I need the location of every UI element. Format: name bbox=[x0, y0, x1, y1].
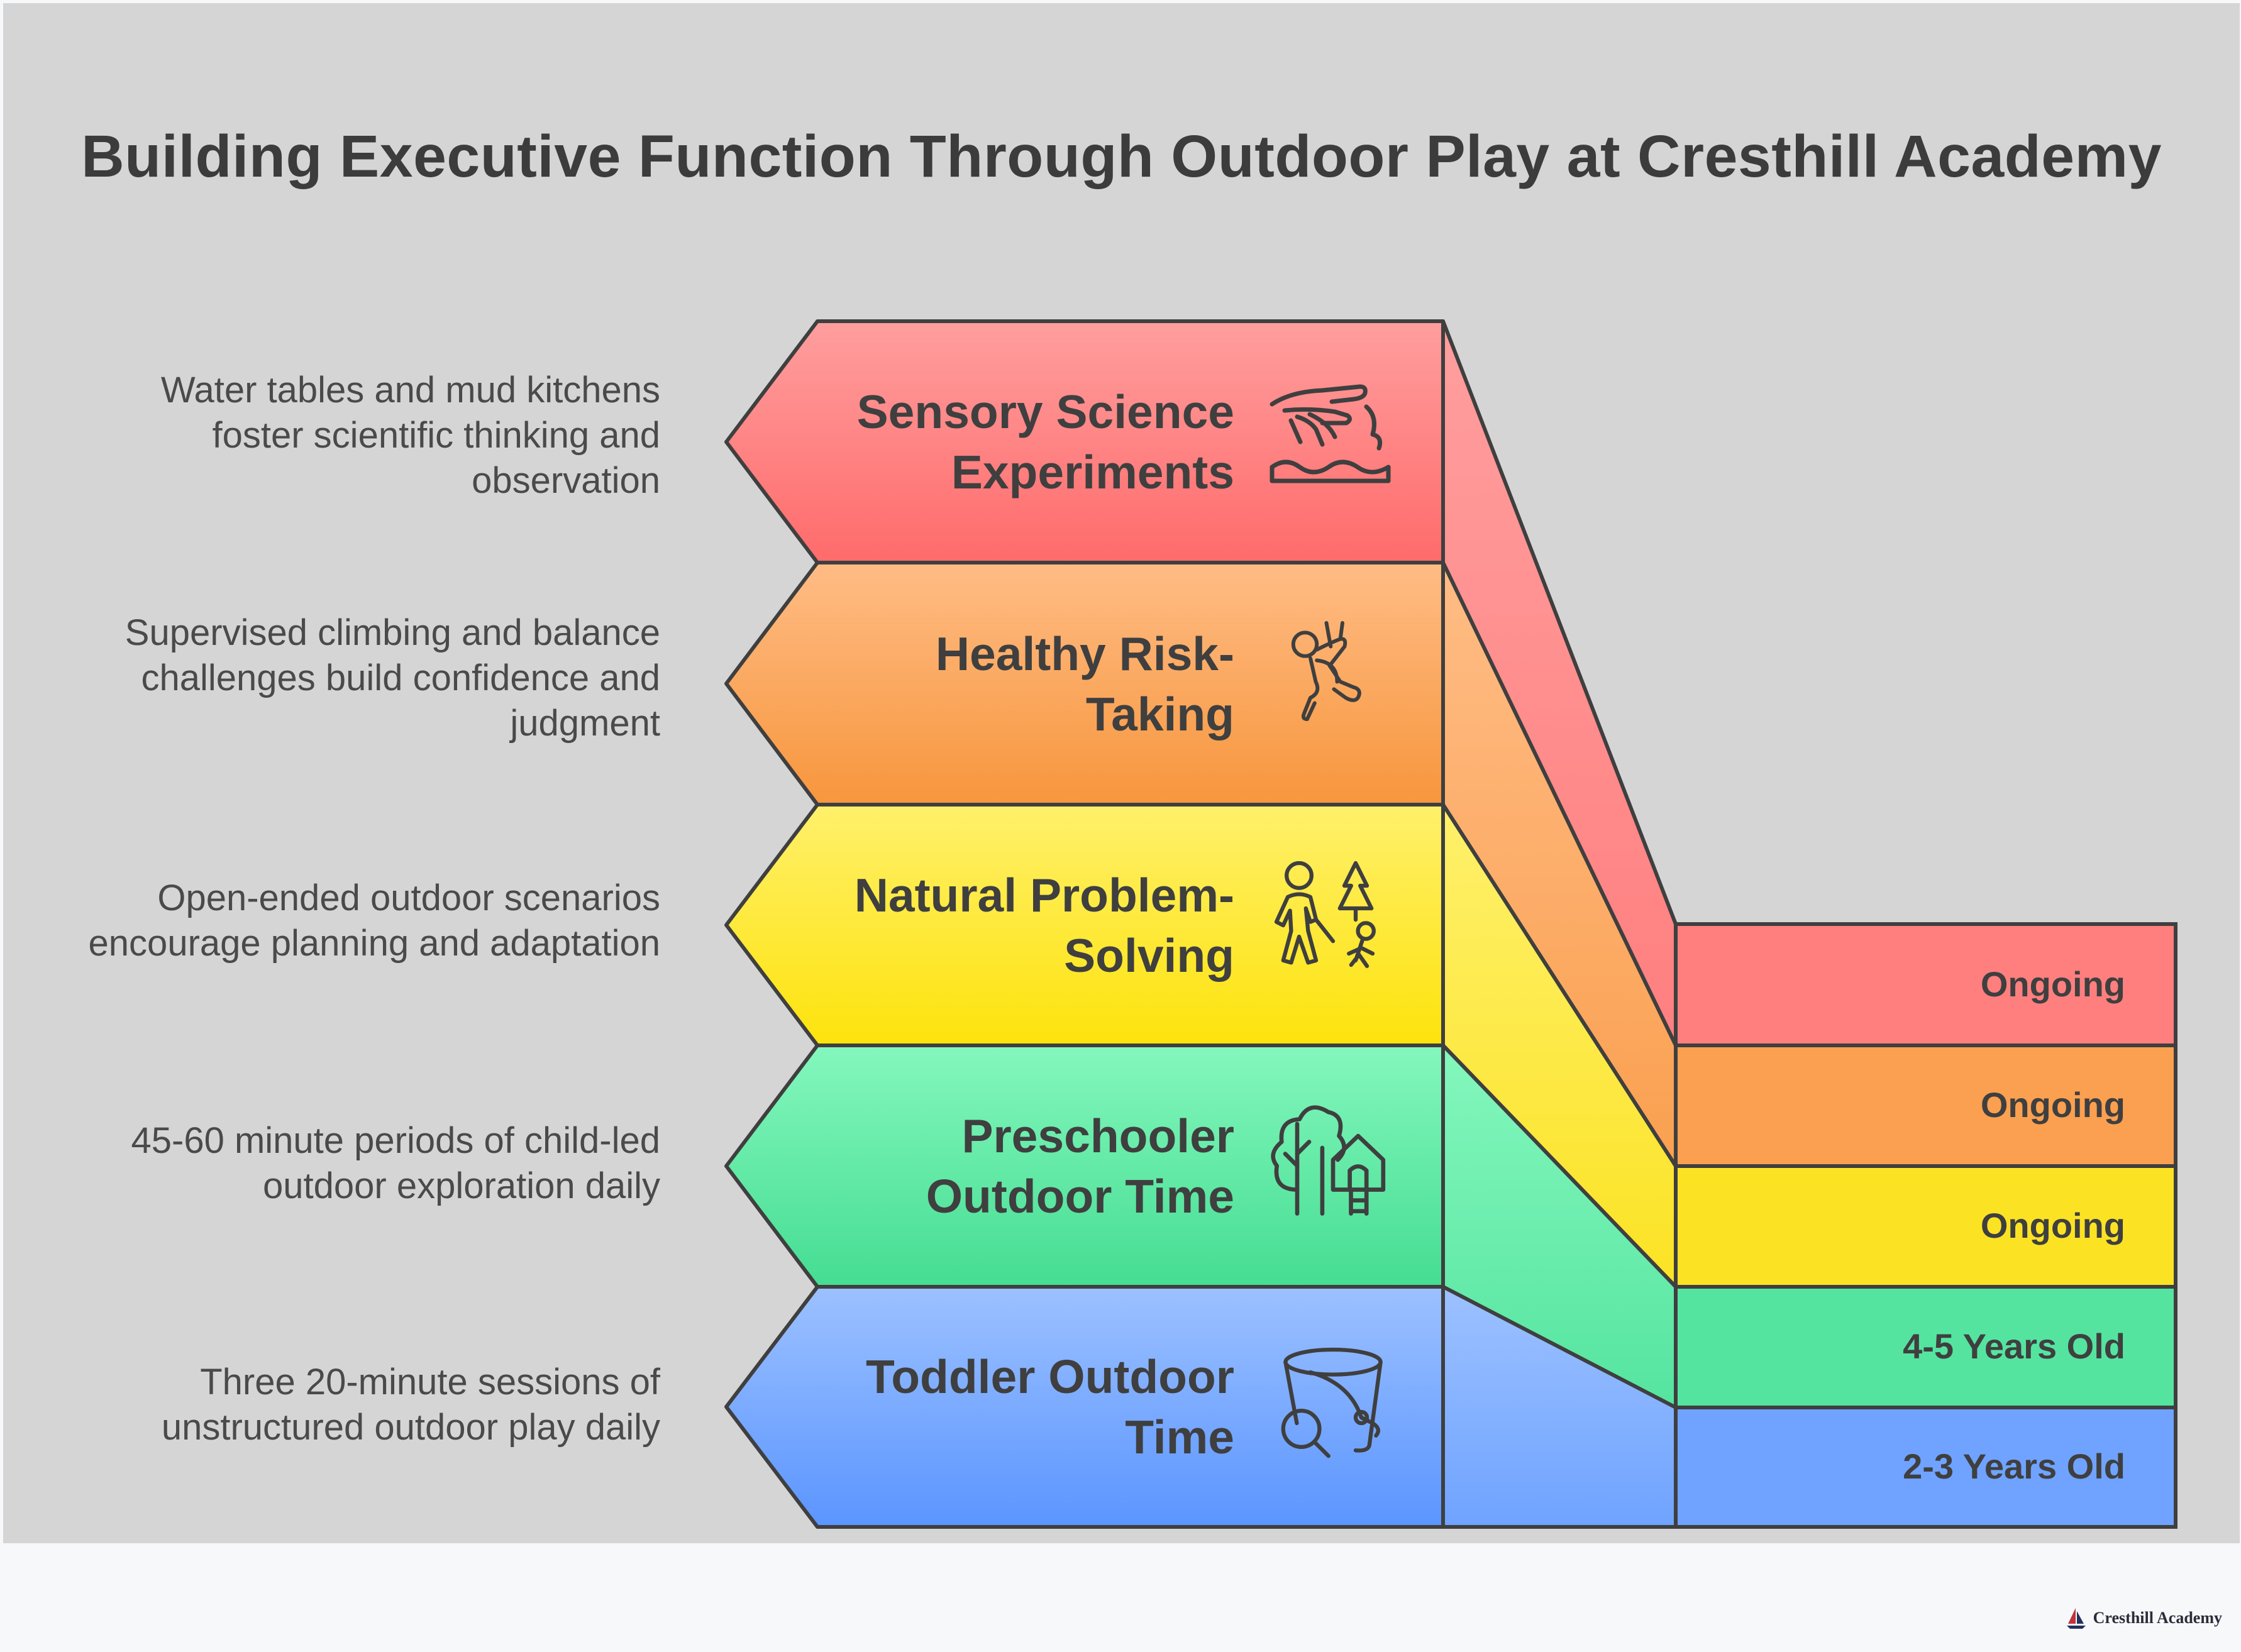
level-title-line: Natural Problem- bbox=[854, 868, 1234, 922]
level-description: Three 20-minute sessions of unstructured … bbox=[0, 1360, 660, 1450]
level-description-line: foster scientific thinking and bbox=[212, 415, 660, 456]
level-description: Water tables and mud kitchens foster scie… bbox=[0, 368, 660, 504]
level-description-line: Open-ended outdoor scenarios bbox=[157, 878, 660, 918]
footer-brand: Cresthill Academy bbox=[2066, 1606, 2222, 1630]
level-tag-label: Ongoing bbox=[1980, 1085, 2125, 1125]
footer-brand-name: Cresthill Academy bbox=[2093, 1609, 2222, 1627]
level-title-line: Healthy Risk- bbox=[935, 627, 1234, 680]
hand-touching-water-icon bbox=[1270, 384, 1391, 483]
level-description-line: observation bbox=[472, 460, 660, 501]
level-title: Healthy Risk- Taking bbox=[668, 624, 1234, 744]
level-title: Natural Problem- Solving bbox=[668, 865, 1234, 986]
level-tag-label: 4-5 Years Old bbox=[1903, 1326, 2125, 1366]
level-description-line: Supervised climbing and balance bbox=[124, 612, 660, 653]
level-title: Sensory Science Experiments bbox=[668, 382, 1234, 502]
level-title-line: Sensory Science bbox=[856, 385, 1234, 438]
adult-child-hiking-icon bbox=[1274, 861, 1376, 968]
level-description-line: challenges build confidence and bbox=[141, 658, 660, 698]
level-tag-label: 2-3 Years Old bbox=[1903, 1446, 2125, 1486]
level-title-line: Solving bbox=[1064, 928, 1234, 982]
level-title-line: Preschooler bbox=[961, 1110, 1234, 1162]
level-tag-label: Ongoing bbox=[1980, 964, 2125, 1004]
level-tag-band bbox=[1674, 1406, 2177, 1529]
level-description-line: encourage planning and adaptation bbox=[88, 923, 660, 964]
level-description-line: outdoor exploration daily bbox=[263, 1165, 660, 1206]
level-title: Toddler Outdoor Time bbox=[668, 1346, 1234, 1467]
tree-and-treehouse-icon bbox=[1271, 1105, 1386, 1216]
level-title-line: Experiments bbox=[951, 446, 1234, 498]
level-description-line: Three 20-minute sessions of bbox=[200, 1362, 660, 1402]
level-tag-band bbox=[1674, 1164, 2177, 1289]
level-description-line: unstructured outdoor play daily bbox=[161, 1407, 660, 1448]
level-description-line: 45-60 minute periods of child-led bbox=[131, 1120, 660, 1161]
bucket-magnifier-icon bbox=[1281, 1347, 1383, 1458]
level-tag-band bbox=[1674, 922, 2177, 1047]
level-tag-label: Ongoing bbox=[1980, 1206, 2125, 1245]
sailboat-logo-icon bbox=[2066, 1608, 2086, 1629]
level-description-line: Water tables and mud kitchens bbox=[160, 370, 660, 410]
level-title: Preschooler Outdoor Time bbox=[668, 1106, 1234, 1226]
infographic-canvas: Building Executive Function Through Outd… bbox=[3, 3, 2240, 1543]
page-title: Building Executive Function Through Outd… bbox=[81, 123, 2162, 190]
level-tag-band bbox=[1674, 1044, 2177, 1168]
level-title-line: Time bbox=[1125, 1411, 1234, 1463]
staircase-diagram bbox=[724, 319, 2177, 1529]
level-title-line: Toddler Outdoor bbox=[865, 1350, 1234, 1403]
level-description: Supervised climbing and balance challenge… bbox=[0, 610, 660, 746]
level-description-line: judgment bbox=[510, 703, 660, 744]
level-arrow-body bbox=[724, 1285, 1445, 1529]
level-title-line: Taking bbox=[1085, 687, 1234, 741]
climbing-child-icon bbox=[1291, 621, 1361, 721]
level-description: 45-60 minute periods of child-led outdoor… bbox=[0, 1118, 660, 1209]
level-title-line: Outdoor Time bbox=[926, 1170, 1234, 1223]
level-description: Open-ended outdoor scenarios encourage pl… bbox=[0, 876, 660, 966]
